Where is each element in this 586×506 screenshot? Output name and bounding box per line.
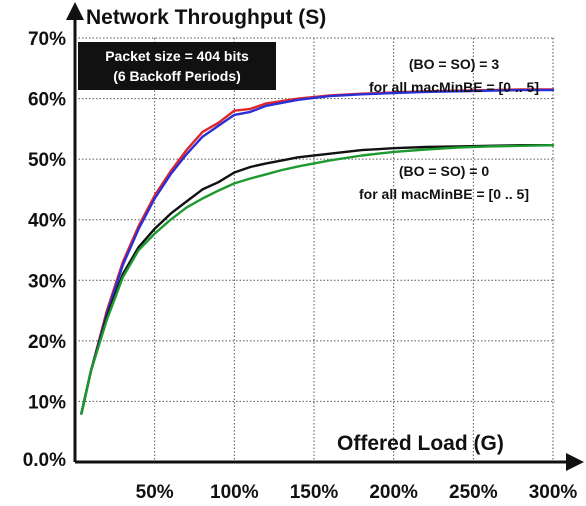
y-tick-label-70: 70%	[28, 29, 66, 50]
y-tick-label-60: 60%	[28, 90, 66, 111]
x-tick-label-100: 100%	[210, 482, 259, 503]
series-line-2	[80, 88, 555, 415]
note-box-background	[78, 42, 276, 90]
annotation-bo-so-0-line-2: for all macMinBE = [0 .. 5]	[359, 186, 529, 202]
y-tick-label-30: 30%	[28, 271, 66, 292]
x-tick-label-150: 150%	[290, 482, 339, 503]
annotation-bo-so-0-line-1: (BO = SO) = 0	[399, 163, 489, 179]
y-axis-label: Network Throughput (S)	[86, 6, 326, 29]
x-axis-arrow	[566, 453, 584, 471]
series-lines	[80, 88, 555, 415]
y-tick-label-20: 20%	[28, 332, 66, 353]
x-tick-label-300: 300%	[529, 482, 578, 503]
y-axis-arrow	[66, 2, 84, 20]
series-line-4	[80, 143, 555, 415]
series-line-3	[80, 143, 555, 415]
tick-labels: 0.0% 10% 20% 30% 40% 50% 60% 70% 50% 100% 150% 200%…	[23, 29, 578, 503]
series-line-1	[80, 88, 555, 415]
y-tick-label-40: 40%	[28, 211, 66, 232]
annotation-bo-so-3: (BO = SO) = 3 for all macMinBE = [0 .. 5…	[369, 56, 539, 95]
annotation-bo-so-0: (BO = SO) = 0 for all macMinBE = [0 .. 5…	[359, 163, 529, 202]
y-tick-label-0: 0.0%	[23, 450, 66, 471]
axes	[66, 2, 584, 471]
annotation-bo-so-3-line-2: for all macMinBE = [0 .. 5]	[369, 79, 539, 95]
x-tick-label-250: 250%	[449, 482, 498, 503]
grid	[75, 37, 555, 462]
note-box: Packet size = 404 bits (6 Backoff Period…	[78, 42, 276, 90]
x-tick-label-200: 200%	[369, 482, 418, 503]
annotation-bo-so-3-line-1: (BO = SO) = 3	[409, 56, 499, 72]
y-tick-label-10: 10%	[28, 392, 66, 413]
x-tick-label-50: 50%	[136, 482, 174, 503]
note-line-1: Packet size = 404 bits	[105, 48, 249, 64]
y-tick-label-50: 50%	[28, 150, 66, 171]
x-axis-label: Offered Load (G)	[337, 432, 504, 455]
note-line-2: (6 Backoff Periods)	[113, 68, 241, 84]
